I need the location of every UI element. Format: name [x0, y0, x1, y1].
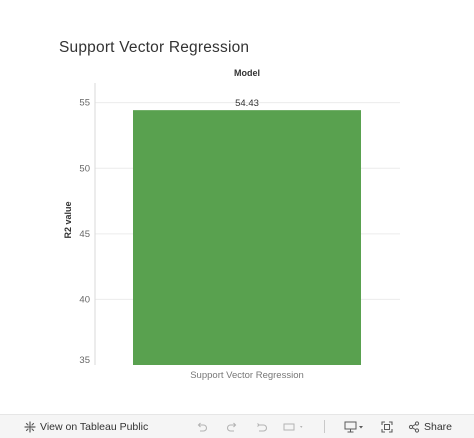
- x-tick-label: Support Vector Regression: [190, 370, 304, 381]
- share-icon: [408, 420, 420, 433]
- share-label: Share: [424, 420, 453, 433]
- y-tick-label: 55: [79, 98, 90, 109]
- x-tick-labels: Support Vector Regression: [190, 370, 304, 381]
- y-tick-label: 45: [79, 229, 90, 240]
- y-tick-label: 50: [79, 163, 90, 174]
- undo-button[interactable]: [196, 415, 208, 438]
- fullscreen-button[interactable]: [381, 415, 393, 438]
- bar-chart: Model R2 value 35 40 45 50 55 54.43 Support …: [63, 68, 400, 381]
- pause-icon: [283, 423, 303, 430]
- tableau-logo-icon: [24, 420, 36, 433]
- bar-data-label: 54.43: [235, 98, 259, 109]
- bar[interactable]: [133, 110, 361, 365]
- column-header: Model: [234, 68, 260, 78]
- pause-button[interactable]: [283, 415, 305, 438]
- toolbar-separator: [324, 420, 325, 433]
- undo-icon: [197, 422, 207, 432]
- bars: [133, 110, 361, 365]
- y-tick-labels: 35 40 45 50 55: [79, 98, 90, 366]
- share-button[interactable]: Share: [408, 415, 452, 438]
- view-on-tableau-link[interactable]: View on Tableau Public: [24, 415, 148, 438]
- fullscreen-icon: [381, 420, 393, 433]
- y-tick-label: 40: [79, 294, 90, 305]
- download-button[interactable]: [344, 415, 366, 438]
- view-on-tableau-label: View on Tableau Public: [40, 420, 149, 433]
- y-axis-title: R2 value: [63, 201, 73, 238]
- chart-title: Support Vector Regression: [59, 39, 250, 56]
- tableau-toolbar: View on Tableau Public: [0, 414, 474, 438]
- data-labels: 54.43: [235, 98, 259, 109]
- redo-button[interactable]: [226, 415, 238, 438]
- download-icon: [344, 421, 363, 432]
- redo-icon: [227, 422, 237, 432]
- revert-button[interactable]: [256, 415, 268, 438]
- revert-icon: [257, 422, 267, 432]
- y-tick-label: 35: [79, 355, 90, 366]
